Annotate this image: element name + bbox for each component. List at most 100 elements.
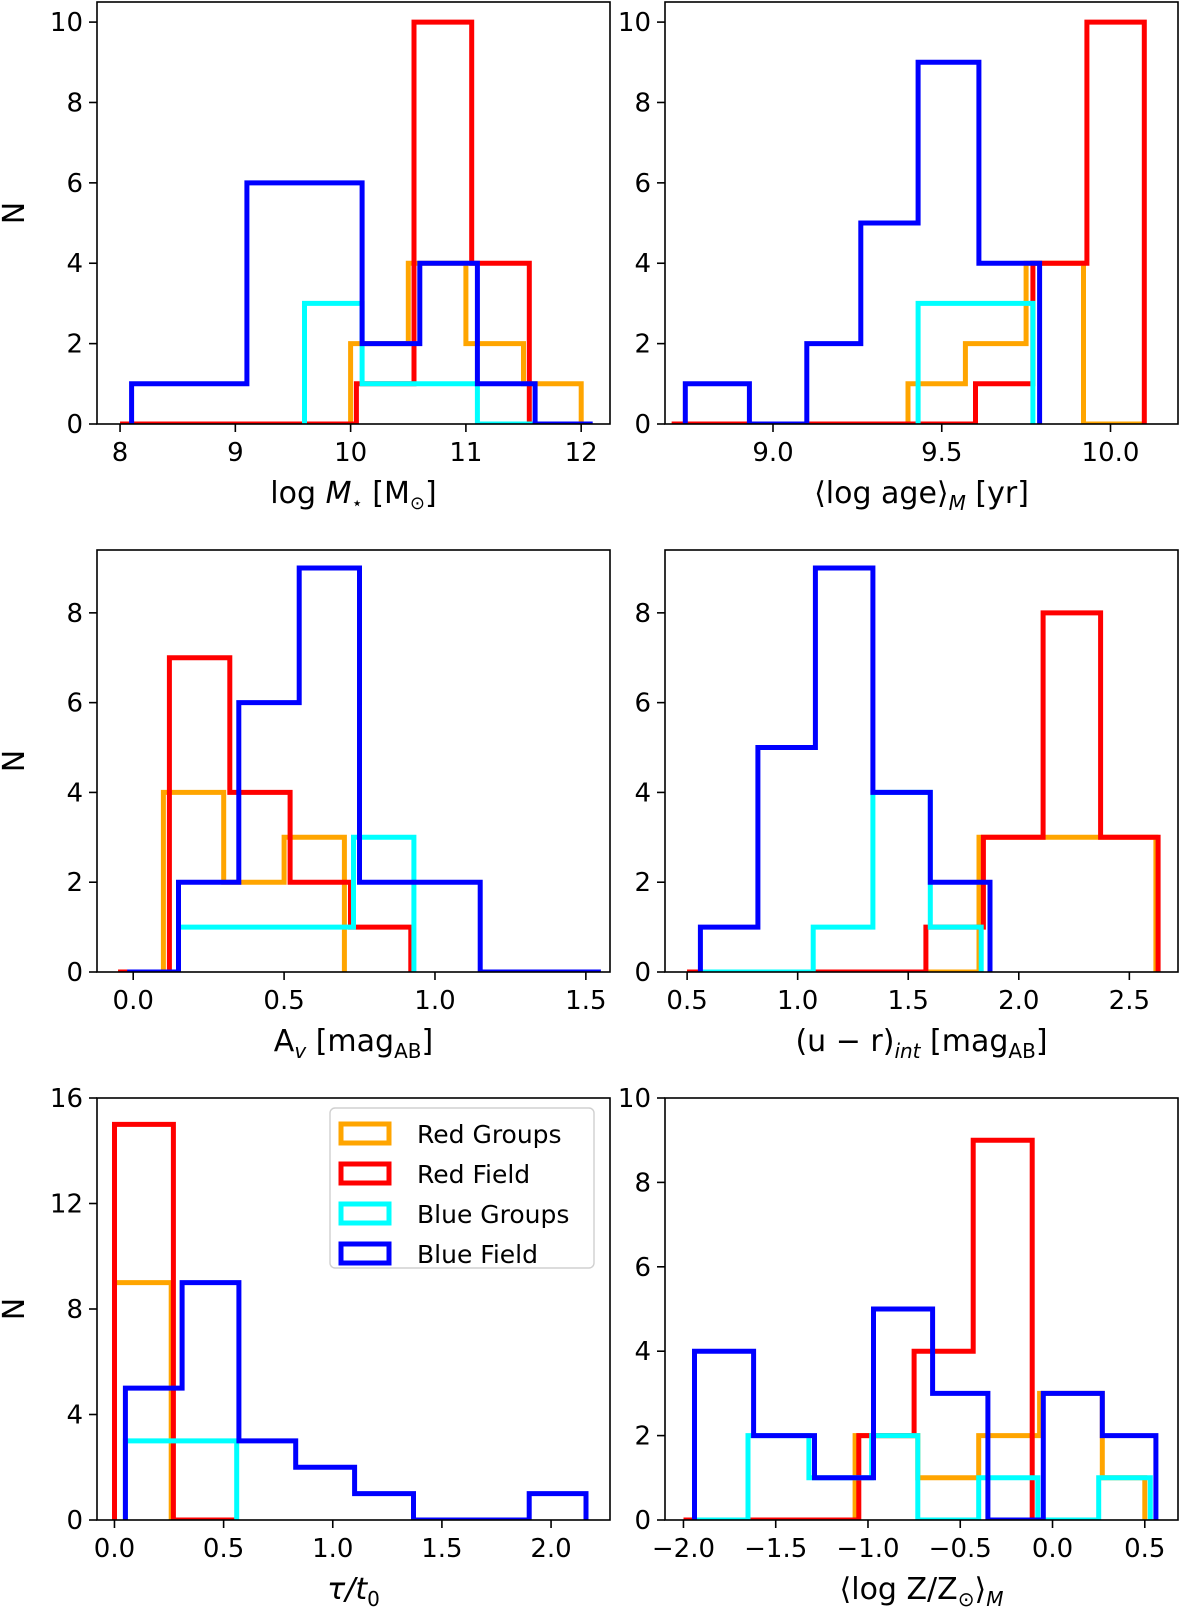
- plot-area-av: [118, 565, 601, 972]
- histogram-blue-field: [122, 1280, 589, 1520]
- histogram-red-field: [687, 610, 1161, 972]
- x-tick-label: 10.0: [1082, 438, 1140, 468]
- histogram-blue-field: [127, 565, 601, 972]
- y-axis-label: N: [0, 1298, 32, 1320]
- subplot-ur: 0.5 1.0 1.5 2.0 2.5 0 2 4 6 8 (u − r)int [magAB]: [634, 549, 1179, 1063]
- axes-frame: [96, 549, 611, 973]
- y-tick-label: 2: [634, 1422, 651, 1452]
- y-tick-label: 2: [66, 330, 83, 360]
- x-tick-label: 9.0: [752, 438, 793, 468]
- plot-area-mass: [120, 19, 593, 424]
- axes-frame: [664, 1097, 1179, 1521]
- y-tick-label: 8: [634, 599, 651, 629]
- x-tick-label: −1.5: [744, 1534, 807, 1564]
- histogram-blue-groups: [915, 300, 1036, 424]
- x-axis-label: ⟨log Z/Z⊙⟩M: [840, 1572, 1004, 1608]
- x-tick-label: 0.0: [94, 1534, 135, 1564]
- legend-swatch-red-groups: [338, 1121, 392, 1146]
- legend-swatch-blue-groups: [338, 1201, 392, 1226]
- axes-frame: [96, 1, 611, 425]
- y-tick-label: 6: [634, 169, 651, 199]
- x-axis-label: (u − r)int [magAB]: [795, 1024, 1047, 1063]
- y-tick-label: 16: [50, 1084, 83, 1114]
- histogram-blue-field: [129, 180, 593, 424]
- x-tick-label: 1.5: [888, 986, 929, 1016]
- legend-label-red-field: Red Field: [417, 1160, 530, 1189]
- x-tick-label: 11: [449, 438, 482, 468]
- y-tick-label: 10: [618, 1084, 651, 1114]
- y-tick-label: 2: [634, 330, 651, 360]
- y-tick-label: 4: [634, 249, 651, 279]
- y-tick-label: 0: [634, 958, 651, 988]
- histogram-red-field: [118, 655, 414, 972]
- histogram-red-groups: [671, 260, 1145, 424]
- x-tick-label: 0.5: [666, 986, 707, 1016]
- subplot-metal: −2.0 −1.5 −1.0 −0.5 0.0 0.5 0 2 4 6 8 10 ⟨log Z/Z⊙⟩M: [618, 1084, 1179, 1608]
- x-axis-label: log M⋆ [M⊙]: [270, 476, 436, 514]
- plot-area-ur: [687, 565, 1161, 972]
- x-tick-label: 1.5: [421, 1534, 462, 1564]
- y-tick-label: 4: [634, 1337, 651, 1367]
- plot-area-age: [671, 19, 1147, 424]
- y-tick-label: 2: [634, 868, 651, 898]
- histogram-blue-field: [682, 59, 1043, 424]
- legend-label-blue-field: Blue Field: [417, 1240, 538, 1269]
- legend-frame: [329, 1107, 595, 1269]
- x-tick-label: 9: [227, 438, 244, 468]
- y-tick-label: 6: [66, 689, 83, 719]
- y-tick-label: 6: [634, 689, 651, 719]
- y-tick-label: 12: [50, 1190, 83, 1220]
- y-tick-label: 8: [634, 1168, 651, 1198]
- x-tick-label: 2.0: [998, 986, 1039, 1016]
- legend-label-blue-groups: Blue Groups: [417, 1200, 569, 1229]
- x-tick-label: 1.0: [777, 986, 818, 1016]
- subplot-age: 9.0 9.5 10.0 0 2 4 6 8 10 ⟨log age⟩M [yr]: [618, 1, 1179, 515]
- y-tick-label: 6: [634, 1253, 651, 1283]
- y-tick-label: 4: [66, 1401, 83, 1431]
- y-tick-label: 0: [66, 1506, 83, 1536]
- x-tick-label: 0.0: [113, 986, 154, 1016]
- legend-label-red-groups: Red Groups: [417, 1120, 562, 1149]
- x-tick-label: 8: [112, 438, 129, 468]
- x-tick-label: 0.5: [1124, 1534, 1165, 1564]
- x-axis-label: Av [magAB]: [274, 1024, 433, 1063]
- x-tick-label: 1.0: [414, 986, 455, 1016]
- y-tick-label: 2: [66, 868, 83, 898]
- y-tick-label: 8: [634, 88, 651, 118]
- y-tick-label: 4: [66, 778, 83, 808]
- y-axis-label: N: [0, 202, 32, 224]
- axes-frame: [664, 1, 1179, 425]
- x-tick-label: 0.0: [1032, 1534, 1073, 1564]
- plot-area-tau: [112, 1121, 589, 1520]
- x-tick-label: 0.5: [203, 1534, 244, 1564]
- subplot-mass: 8 9 10 11 12 0 2 4 6 8 10 log M⋆ [M⊙] N: [0, 1, 611, 514]
- plot-area-metal: [683, 1137, 1159, 1520]
- y-tick-label: 0: [634, 410, 651, 440]
- x-tick-label: 10: [334, 438, 367, 468]
- y-tick-label: 10: [618, 8, 651, 38]
- x-tick-label: −1.0: [836, 1534, 899, 1564]
- histogram-red-field: [683, 1137, 1035, 1520]
- legend: Red Groups Red Field Blue Groups Blue Field: [329, 1107, 595, 1269]
- y-axis-label: N: [0, 750, 32, 772]
- legend-swatch-blue-field: [338, 1241, 392, 1266]
- x-axis-label: τ/t0: [327, 1572, 380, 1608]
- y-tick-label: 6: [66, 169, 83, 199]
- x-axis-label: ⟨log age⟩M [yr]: [814, 476, 1029, 515]
- x-tick-label: 2.0: [530, 1534, 571, 1564]
- x-tick-label: −2.0: [652, 1534, 715, 1564]
- y-tick-label: 4: [66, 249, 83, 279]
- x-tick-label: 1.0: [312, 1534, 353, 1564]
- x-tick-label: 0.5: [263, 986, 304, 1016]
- histogram-blue-field: [697, 565, 993, 972]
- y-tick-label: 8: [66, 599, 83, 629]
- histogram-red-field: [120, 19, 532, 424]
- x-tick-label: 9.5: [921, 438, 962, 468]
- y-tick-label: 0: [66, 410, 83, 440]
- x-tick-label: 1.5: [565, 986, 606, 1016]
- subplot-av: 0.0 0.5 1.0 1.5 0 2 4 6 8 Av [magAB] N: [0, 549, 611, 1063]
- histogram-blue-field: [692, 1306, 1159, 1520]
